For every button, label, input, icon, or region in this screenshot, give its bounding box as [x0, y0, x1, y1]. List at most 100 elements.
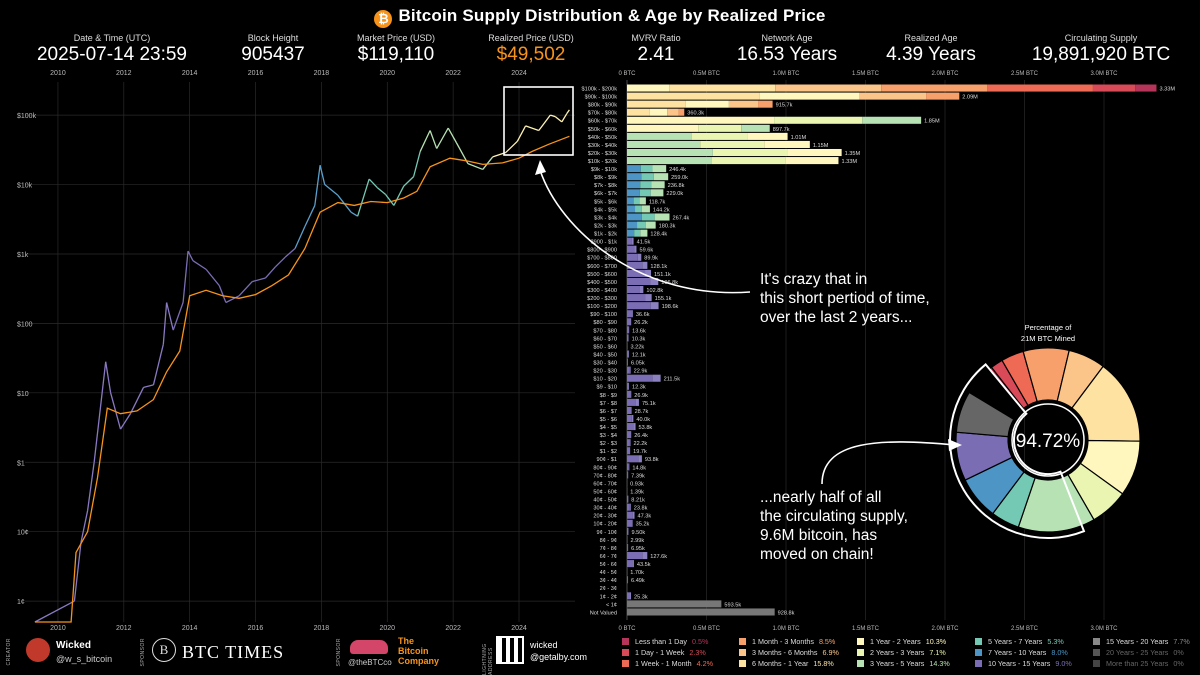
bar-value-label: 14.8k	[632, 465, 646, 471]
sponsor2-handle[interactable]: @theBTCco	[348, 658, 392, 667]
bar-x-tick-bottom: 2.5M BTC	[1011, 626, 1039, 632]
sponsor-btc-times[interactable]: BTC TIMES	[182, 642, 285, 662]
sponsor2-name[interactable]: The Bitcoin Company	[398, 636, 439, 666]
bar-category-label: 8¢ - 9¢	[600, 538, 617, 544]
stat-label: Market Price (USD)	[356, 33, 435, 43]
bar-category-label: $900 - $1k	[591, 240, 618, 246]
bar-value-label: 128.4k	[650, 232, 667, 238]
market-price-segment	[294, 226, 306, 249]
market-price-segment	[152, 344, 164, 386]
bar-segment	[774, 116, 863, 124]
annotation-top-line: It's crazy that in	[760, 271, 868, 288]
x-tick-label-top: 2012	[116, 70, 132, 77]
bar-value-label: 10.3k	[632, 336, 646, 342]
bar-segment	[629, 366, 631, 374]
market-price-segment	[129, 387, 145, 415]
market-price-segment	[561, 113, 568, 123]
market-price-segment	[172, 302, 184, 331]
market-price-segment	[218, 285, 227, 303]
x-tick-label-top: 2020	[379, 70, 395, 77]
arrow-bottom	[821, 441, 956, 485]
bar-category-label: 2¢ - 3¢	[600, 586, 617, 592]
market-price-segment	[274, 256, 286, 268]
bar-segment	[627, 592, 631, 600]
bar-segment	[627, 463, 629, 471]
legend-percent: 15.8%	[813, 659, 834, 668]
creator-name[interactable]: Wicked	[56, 640, 91, 651]
creator-handle[interactable]: @w_s_bitcoin	[56, 654, 113, 664]
bar-segment	[649, 108, 668, 116]
market-price-segment	[357, 178, 370, 217]
bar-category-label: $90 - $100	[590, 312, 617, 318]
market-price-segment	[376, 187, 387, 195]
bar-segment	[627, 261, 643, 269]
bar-value-label: 1.01M	[791, 135, 807, 141]
bar-segment	[627, 414, 632, 423]
legend-item: More than 25 Years 0%	[1093, 659, 1184, 668]
bar-segment	[627, 116, 775, 124]
bar-segment	[627, 148, 713, 157]
bar-segment	[627, 608, 775, 616]
legend-item: 1 Year - 2 Years 10.3%	[857, 637, 946, 646]
bar-category-label: 40¢ - 50¢	[593, 498, 617, 504]
x-tick-label-top: 2024	[511, 70, 527, 77]
bar-category-label: $50k - $60k	[588, 127, 617, 133]
bar-segment	[651, 181, 665, 189]
annotation-arrows	[535, 160, 962, 485]
bar-segment	[628, 463, 630, 471]
bar-segment	[698, 124, 742, 132]
annotation-top-line: over the last 2 years...	[760, 309, 913, 326]
bar-segment	[627, 495, 628, 503]
annotation-bottom-line: moved on chain!	[760, 546, 874, 563]
bar-category-label: $100k - $200k	[582, 86, 618, 92]
bar-value-label: 2.99k	[630, 538, 644, 544]
market-price-segment	[105, 361, 112, 393]
x-tick-label-top: 2018	[314, 70, 330, 77]
bar-segment	[634, 245, 637, 253]
bar-segment	[627, 382, 629, 390]
bar-category-label: $6 - $7	[600, 409, 617, 415]
bar-x-tick-bottom: 1.5M BTC	[852, 626, 880, 632]
bar-value-label: 151.1k	[654, 272, 671, 278]
bar-value-label: 36.6k	[636, 312, 650, 318]
lightning-tag: LIGHTNING ADDRESS	[482, 643, 494, 675]
bar-segment	[627, 84, 670, 92]
realized-price-line	[34, 135, 570, 623]
market-price-segment	[264, 266, 276, 279]
bar-category-label: $9 - $10	[596, 385, 617, 391]
legend-item: 20 Years - 25 Years 0%	[1093, 648, 1184, 657]
bar-segment	[635, 205, 642, 213]
lightning-address[interactable]: @getalby.com	[530, 652, 587, 662]
bar-value-label: 3.22k	[631, 344, 645, 350]
bar-category-label: 9¢ - 10¢	[596, 530, 617, 536]
bar-segment	[627, 245, 635, 253]
stat-value: 16.53 Years	[736, 44, 838, 65]
bar-value-label: 89.9k	[644, 256, 658, 262]
bar-segment	[627, 560, 633, 568]
annotation-top-line: this short pertiod of time,	[760, 290, 930, 307]
market-price-segment	[412, 151, 421, 177]
bar-category-label: 3¢ - 4¢	[600, 578, 617, 584]
bar-category-label: 6¢ - 7¢	[600, 554, 617, 560]
legend-label: 20 Years - 25 Years	[1106, 648, 1169, 657]
bar-category-label: $8 - $9	[600, 393, 617, 399]
bar-segment	[629, 503, 631, 511]
bar-category-label: $80 - $90	[593, 320, 617, 326]
bar-category-label: $3k - $4k	[594, 215, 617, 221]
bar-segment	[881, 84, 988, 92]
bar-segment	[627, 165, 641, 173]
bar-segment	[627, 189, 640, 197]
creator-avatar-icon[interactable]	[26, 638, 50, 662]
bar-segment	[627, 374, 653, 382]
bar-segment	[639, 189, 651, 197]
legend-item: 1 Day - 1 Week 2.3%	[622, 648, 706, 657]
bar-x-tick-top: 0 BTC	[618, 71, 636, 77]
legend-label: Less than 1 Day	[635, 637, 687, 646]
x-tick-label-top: 2016	[248, 70, 264, 77]
bar-segment	[627, 318, 631, 326]
lightning-name[interactable]: wicked	[530, 640, 558, 650]
qr-code-icon[interactable]	[496, 636, 524, 664]
bar-segment	[627, 543, 628, 552]
bar-segment	[775, 84, 882, 92]
bar-category-label: $400 - $500	[587, 280, 617, 286]
